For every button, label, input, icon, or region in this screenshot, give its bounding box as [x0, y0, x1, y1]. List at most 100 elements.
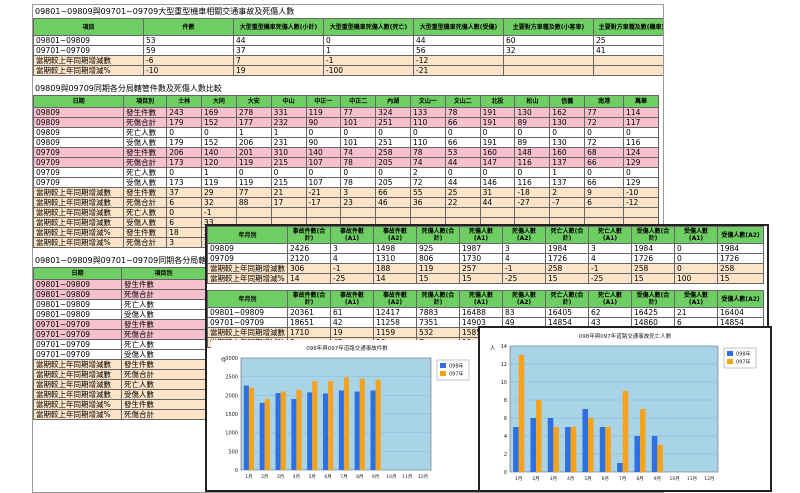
table-cell: 1498	[373, 243, 417, 254]
table-cell: 0	[305, 127, 342, 138]
table-cell: 6	[584, 197, 625, 208]
table-cell: 15	[545, 273, 589, 284]
table-cell: 死傷合計	[123, 157, 168, 168]
table-cell: 0	[674, 253, 718, 264]
table-cell	[305, 207, 342, 218]
table-cell: 死傷合計	[123, 237, 168, 248]
bar-098	[582, 409, 588, 472]
table-row: 09809 死亡人數 0 0 1 1 0 0 0 0 0 0 0 0 0 0	[33, 127, 659, 138]
table-cell: 133	[409, 107, 446, 118]
column-header: 萬華	[623, 95, 659, 108]
table-cell: 25	[593, 35, 663, 46]
chart-title: 098年與097年道路交通事故件數	[306, 344, 388, 352]
table-cell: 19	[330, 327, 374, 338]
bar-097	[264, 399, 270, 470]
table-cell: 15	[459, 273, 503, 284]
table-cell: 232	[270, 117, 307, 128]
column-header: 死傷人數(A2)	[502, 290, 546, 308]
bar-098	[370, 390, 376, 470]
table-cell: 116	[514, 157, 551, 168]
table-header-row: 年月別 事故件數(合計) 事故件數(A1) 事故件數(A2) 死傷人數(合計) 死傷人數(…	[207, 290, 764, 308]
table-cell: 68	[584, 147, 625, 158]
table-cell: 2426	[287, 243, 331, 254]
table-cell: 09801~09809	[33, 309, 122, 320]
table-cell: 受傷人數	[121, 389, 206, 400]
table-cell: 11258	[373, 317, 417, 328]
table-cell: 死亡人數	[121, 339, 206, 350]
table-cell: 152	[201, 137, 237, 148]
table-cell: 發生件數	[123, 187, 168, 198]
column-header: 大型重型機車死傷人數(受傷)	[413, 18, 504, 36]
x-tick-label: 1月	[515, 476, 522, 482]
table-row: 09809 死傷合計 179 152 177 232 90 101 251 110 66 191 89 1…	[33, 117, 659, 128]
x-tick-label: 4月	[293, 474, 300, 480]
bar-098	[617, 463, 623, 472]
column-header: 年月別	[207, 290, 288, 308]
x-tick-label: 10月	[386, 474, 396, 480]
table-cell: 18	[166, 227, 203, 238]
table-cell: 90	[305, 137, 342, 148]
table-cell: 173	[166, 177, 203, 188]
table-cell	[549, 207, 586, 218]
table-cell: 受傷人數	[121, 349, 206, 360]
y-tick-label: 0	[235, 468, 238, 474]
column-header: 南港	[584, 95, 625, 108]
plot-area	[509, 345, 719, 473]
table-cell: 1726	[545, 253, 589, 264]
table-cell: -17	[305, 197, 342, 208]
table-cell: 331	[270, 107, 307, 118]
table-cell: 1984	[717, 243, 764, 254]
legend-swatch	[440, 371, 446, 376]
table-cell: 當期較上年同期增減數	[33, 187, 125, 198]
legend-swatch	[440, 363, 446, 368]
table-cell: 9	[584, 187, 625, 198]
table-cell	[340, 207, 377, 218]
table-cell: 1159	[373, 327, 417, 338]
table-cell: 206	[166, 147, 203, 158]
table-cell: -25	[588, 273, 632, 284]
table-cell: 18651	[287, 317, 331, 328]
table-row: 09801~09809 53 44 0 44 60 25	[33, 35, 663, 46]
table-cell: 0	[674, 243, 718, 254]
table-cell: 當期較上年同期增減%	[33, 227, 125, 238]
table-cell: 發生件數	[123, 147, 168, 158]
table-cell: 受傷人數	[123, 137, 168, 148]
table-cell: 258	[717, 263, 764, 274]
table-cell: 37	[166, 187, 203, 198]
table-cell: 09701~09709	[207, 317, 288, 328]
table-cell: 162	[549, 107, 586, 118]
table-cell	[593, 65, 663, 76]
table-cell: 16404	[717, 307, 764, 318]
column-header: 受傷人數(A1)	[674, 290, 718, 308]
table-cell: 137	[549, 177, 586, 188]
y-tick-label: 500	[228, 449, 238, 455]
y-tick-label: 10	[501, 380, 507, 386]
table-cell: 0	[305, 167, 342, 178]
table-cell: 0	[166, 127, 203, 138]
table-cell: 130	[514, 107, 551, 118]
table-cell: 78	[444, 107, 481, 118]
table-cell: 0	[323, 35, 414, 46]
column-header: 死傷人數(A1)	[459, 226, 503, 244]
table-cell: 7351	[416, 317, 460, 328]
table-cell: 66	[375, 187, 411, 198]
table-cell: 89	[514, 117, 551, 128]
table-row: 09809 2426 3 1498 925 1987 3 1984 3 1984 0 1984	[207, 243, 764, 254]
y-tick-label: 14	[501, 344, 507, 350]
table-cell: 169	[201, 107, 237, 118]
table-cell: 受傷人數	[121, 309, 206, 320]
table-cell	[444, 207, 481, 218]
bar-097	[622, 391, 629, 472]
table-row: 當期較上年同期增減數 受傷人數 6 33	[33, 217, 659, 228]
table-cell: 66	[444, 117, 481, 128]
table-cell	[409, 207, 446, 218]
table-cell: -1	[323, 55, 414, 66]
table-cell: 44	[444, 177, 481, 188]
table-cell: 7	[233, 55, 324, 66]
table-cell: 110	[409, 117, 446, 128]
table-cell: 16405	[545, 307, 589, 318]
table-cell: 310	[270, 147, 307, 158]
legend-swatch	[727, 351, 733, 356]
table-cell: 09801~09809	[33, 299, 122, 310]
table-cell: 179	[166, 117, 203, 128]
